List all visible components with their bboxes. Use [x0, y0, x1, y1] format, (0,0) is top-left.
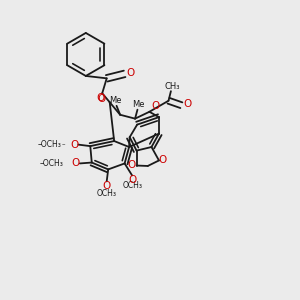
Text: OCH₃: OCH₃ [97, 189, 117, 198]
Text: OCH₃: OCH₃ [123, 181, 143, 190]
Text: O: O [151, 101, 160, 111]
Text: O: O [127, 160, 135, 170]
Text: –: – [62, 142, 65, 148]
Text: O: O [97, 94, 106, 103]
Text: O: O [70, 140, 79, 150]
Text: Me: Me [132, 100, 144, 109]
Text: CH₃: CH₃ [164, 82, 180, 91]
Text: O: O [97, 93, 105, 103]
Text: –OCH₃: –OCH₃ [38, 140, 62, 149]
Text: O: O [72, 158, 80, 168]
Text: O: O [127, 68, 135, 78]
Text: O: O [184, 99, 192, 109]
Text: Me: Me [110, 96, 122, 105]
Text: O: O [103, 181, 111, 191]
Text: O: O [158, 155, 167, 165]
Text: –OCH₃: –OCH₃ [40, 159, 63, 168]
Text: O: O [129, 175, 137, 185]
